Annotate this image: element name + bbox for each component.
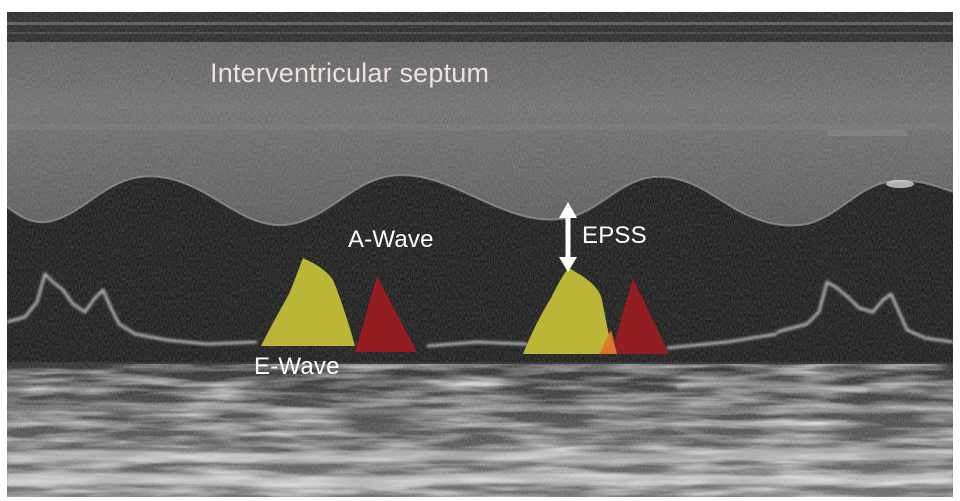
epss-arrow — [559, 202, 577, 272]
speckle-noise — [7, 12, 953, 497]
a-wave-label: A-Wave — [348, 226, 434, 253]
e-wave-shape-2 — [523, 268, 611, 354]
wave-overlap — [599, 330, 617, 354]
e-wave-shape-1 — [261, 258, 355, 346]
septum-label: Interventricular septum — [210, 58, 490, 88]
m-mode-echocardiogram — [7, 12, 953, 497]
a-wave-shape-1 — [355, 276, 417, 352]
e-wave-label: E-Wave — [254, 353, 340, 380]
septum-surface-edge — [7, 174, 953, 227]
epss-label: EPSS — [582, 222, 647, 249]
echo-svg — [7, 12, 953, 497]
a-wave-shape-2 — [611, 278, 669, 354]
